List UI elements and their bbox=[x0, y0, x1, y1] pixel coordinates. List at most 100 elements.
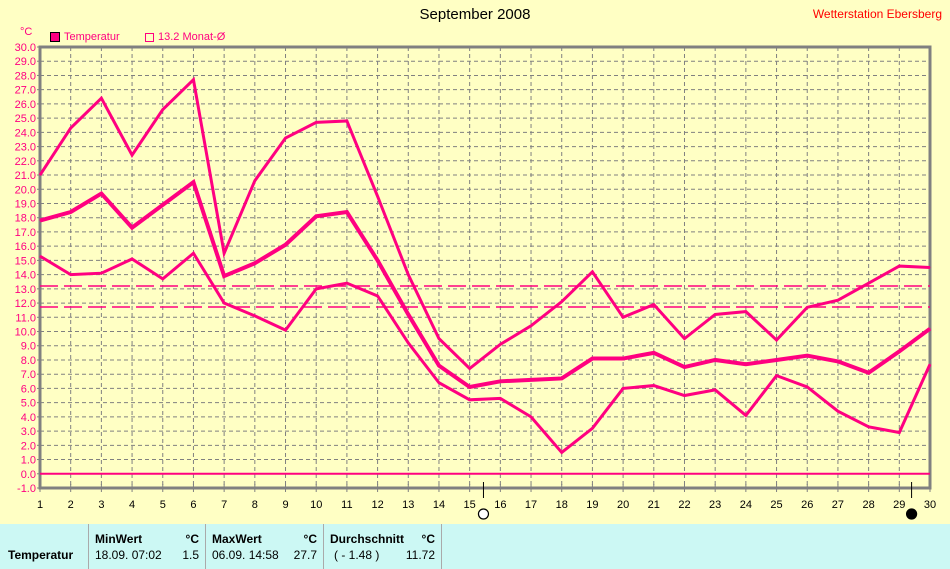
data-point bbox=[806, 355, 808, 357]
data-point bbox=[868, 372, 870, 374]
x-tick-label: 16 bbox=[494, 499, 506, 511]
data-point bbox=[223, 275, 225, 277]
data-point bbox=[70, 274, 72, 276]
data-point bbox=[868, 426, 870, 428]
y-tick-label: 9.0 bbox=[21, 341, 36, 353]
x-tick-label: 21 bbox=[648, 499, 660, 511]
data-point bbox=[745, 414, 747, 416]
y-tick-label: 25.0 bbox=[15, 113, 36, 125]
y-tick-label: 27.0 bbox=[15, 85, 36, 97]
data-point bbox=[499, 397, 501, 399]
y-tick-label: 29.0 bbox=[15, 56, 36, 68]
data-point bbox=[653, 352, 655, 354]
min-column: MinWert °C 18.09. 07:02 1.5 bbox=[88, 524, 205, 569]
y-tick-label: 13.0 bbox=[15, 284, 36, 296]
stats-table: Temperatur MinWert °C 18.09. 07:02 1.5 M… bbox=[0, 524, 950, 569]
data-point bbox=[898, 432, 900, 434]
data-point bbox=[162, 109, 164, 111]
x-tick-label: 11 bbox=[341, 499, 352, 511]
y-tick-label: 4.0 bbox=[21, 412, 36, 424]
max-value: 27.7 bbox=[293, 548, 317, 562]
y-tick-label: 12.0 bbox=[15, 298, 36, 310]
x-tick-label: 14 bbox=[433, 499, 445, 511]
x-tick-label: 4 bbox=[129, 499, 135, 511]
series-line-min bbox=[39, 251, 932, 455]
data-point bbox=[346, 282, 348, 284]
data-point bbox=[499, 380, 501, 382]
empty-column bbox=[441, 524, 950, 569]
x-tick-label: 5 bbox=[160, 499, 166, 511]
data-point bbox=[714, 313, 716, 315]
data-point bbox=[377, 195, 379, 197]
series-line-temperatur bbox=[39, 178, 932, 390]
data-point bbox=[254, 315, 256, 317]
data-point bbox=[776, 339, 778, 341]
data-point bbox=[806, 306, 808, 308]
chart-title: September 2008 bbox=[419, 6, 531, 23]
new-moon-icon bbox=[905, 508, 918, 520]
min-time: 18.09. 07:02 bbox=[95, 548, 162, 562]
y-tick-label: 6.0 bbox=[21, 383, 36, 395]
x-tick-label: 25 bbox=[770, 499, 782, 511]
data-point bbox=[438, 365, 440, 367]
y-tick-label: 3.0 bbox=[21, 426, 36, 438]
data-point bbox=[39, 255, 41, 257]
x-tick-label: 26 bbox=[801, 499, 813, 511]
x-tick-label: 12 bbox=[371, 499, 383, 511]
y-tick-label: 7.0 bbox=[21, 369, 36, 381]
legend-temperatur: Temperatur bbox=[50, 31, 120, 43]
y-tick-label: 14.0 bbox=[15, 270, 36, 282]
data-point bbox=[285, 329, 287, 331]
data-point bbox=[653, 303, 655, 305]
data-point bbox=[591, 271, 593, 273]
data-point bbox=[438, 338, 440, 340]
data-point bbox=[714, 389, 716, 391]
x-tick-label: 22 bbox=[678, 499, 690, 511]
y-tick-label: 0.0 bbox=[21, 469, 36, 481]
x-tick-label: 7 bbox=[221, 499, 227, 511]
data-point bbox=[39, 220, 41, 222]
data-point bbox=[192, 252, 194, 254]
min-value: 1.5 bbox=[182, 548, 199, 562]
data-point bbox=[377, 295, 379, 297]
y-tick-label: 10.0 bbox=[15, 327, 36, 339]
x-tick-label: 2 bbox=[68, 499, 74, 511]
data-point bbox=[407, 274, 409, 276]
data-point bbox=[776, 359, 778, 361]
data-point bbox=[346, 211, 348, 213]
y-tick-label: 1.0 bbox=[21, 455, 36, 467]
x-tick-label: 30 bbox=[924, 499, 936, 511]
data-point bbox=[162, 278, 164, 280]
x-tick-label: 10 bbox=[310, 499, 322, 511]
data-point bbox=[131, 258, 133, 260]
y-tick-label: 22.0 bbox=[15, 156, 36, 168]
data-point bbox=[868, 282, 870, 284]
data-point bbox=[131, 154, 133, 156]
y-tick-label: 23.0 bbox=[15, 142, 36, 154]
y-tick-label: 2.0 bbox=[21, 440, 36, 452]
temperature-chart: 1 2 3 4 5 6 7 8 9 10 11 12 13 14 15 16 17 18 19 20 21 22 23 24 2… bbox=[15, 42, 936, 520]
data-point bbox=[745, 311, 747, 313]
data-point bbox=[714, 359, 716, 361]
max-time: 06.09. 14:58 bbox=[212, 548, 279, 562]
data-point bbox=[254, 262, 256, 264]
data-point bbox=[591, 358, 593, 360]
data-point bbox=[346, 120, 348, 122]
x-tick-label: 20 bbox=[617, 499, 629, 511]
y-tick-label: 24.0 bbox=[15, 127, 36, 139]
data-point bbox=[837, 299, 839, 301]
data-point bbox=[39, 174, 41, 176]
data-point bbox=[622, 358, 624, 360]
data-point bbox=[929, 267, 931, 268]
x-tick-label: 3 bbox=[98, 499, 104, 511]
avg-unit: °C bbox=[421, 532, 435, 546]
data-point bbox=[162, 204, 164, 206]
data-point bbox=[407, 342, 409, 344]
data-point bbox=[530, 379, 532, 381]
x-tick-label: 8 bbox=[252, 499, 258, 511]
y-tick-label: 16.0 bbox=[15, 241, 36, 253]
y-tick-label: 19.0 bbox=[15, 198, 36, 210]
y-axis-unit: °C bbox=[20, 26, 33, 38]
data-point bbox=[192, 181, 194, 183]
x-tick-label: 23 bbox=[709, 499, 721, 511]
